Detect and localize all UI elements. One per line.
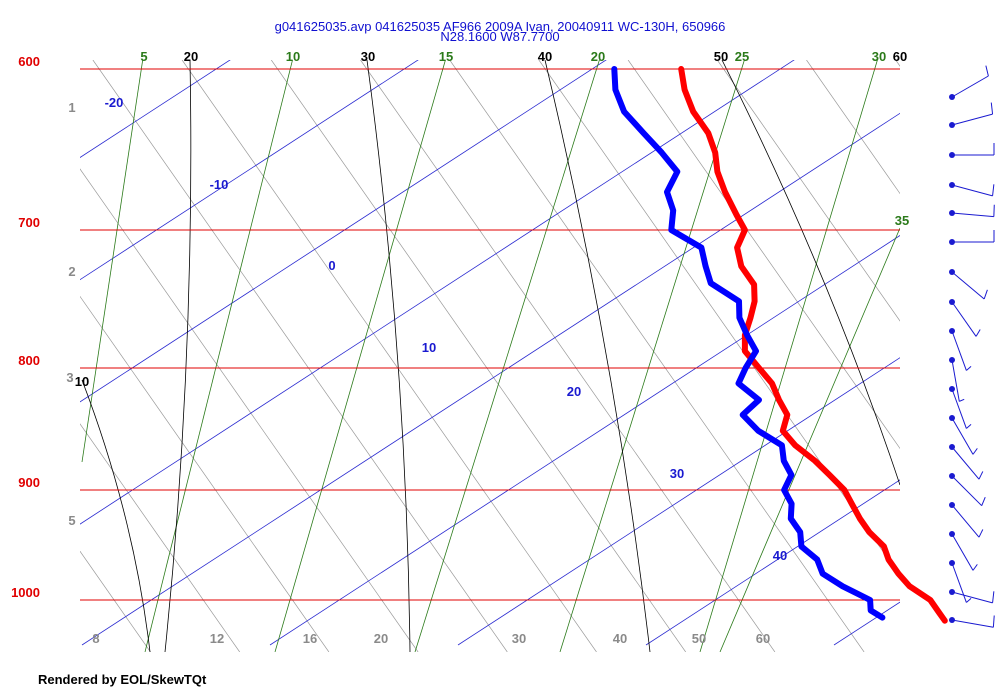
top-temp-label-3: 50 [714, 49, 728, 64]
wind-barb-icon [949, 65, 989, 100]
side-temp-label-0: 10 [75, 374, 89, 389]
bottom-temp-label-1: 12 [210, 631, 224, 646]
mixing-ratio-label-0: 5 [140, 49, 147, 64]
wind-barb-icon [949, 560, 972, 603]
wind-barb-icon [949, 102, 994, 128]
top-temp-label-4: 60 [893, 49, 907, 64]
wind-barbs [949, 65, 995, 628]
mixing-ratio-label-5: 30 [872, 49, 886, 64]
altitude-label-0: 1 [68, 100, 75, 115]
mixing-ratio-label-2: 15 [439, 49, 453, 64]
isobar-lines [80, 68, 900, 601]
altitude-label-1: 2 [68, 264, 75, 279]
wind-barb-icon [949, 531, 978, 571]
wind-barb-icon [949, 143, 995, 158]
isotherm-label-5: 30 [670, 466, 684, 481]
pressure-label-1000: 1000 [11, 585, 40, 600]
sounding-trace-1 [611, 66, 886, 621]
background-grid [80, 60, 900, 652]
wind-barb-icon [949, 615, 995, 628]
wind-barb-icon [949, 444, 984, 480]
wind-barb-icon [949, 357, 965, 402]
sounding-trace-0 [678, 66, 948, 624]
isotherm-label-2: 0 [328, 258, 335, 273]
altitude-label-3: 5 [68, 513, 75, 528]
wind-barb-icon [949, 299, 981, 337]
bottom-temp-label-6: 50 [692, 631, 706, 646]
bottom-temp-label-2: 16 [303, 631, 317, 646]
top-temp-label-0: 20 [184, 49, 198, 64]
isotherm-label-4: 20 [567, 384, 581, 399]
isotherm-label-3: 10 [422, 340, 436, 355]
wind-barb-icon [949, 230, 995, 245]
mixing-ratio-label-6: 35 [895, 213, 909, 228]
sounding-traces [611, 66, 948, 624]
isotherm-label-0: -20 [105, 95, 124, 110]
mixing-ratio-label-1: 10 [286, 49, 300, 64]
credit-text: Rendered by EOL/SkewTQt [38, 672, 207, 687]
pressure-label-900: 900 [18, 475, 40, 490]
wind-barb-icon [949, 502, 984, 538]
bottom-temp-label-4: 30 [512, 631, 526, 646]
wind-barb-icon [949, 182, 995, 197]
mixing-ratio-label-3: 20 [591, 49, 605, 64]
wind-barb-icon [949, 415, 978, 455]
bottom-temp-label-7: 60 [756, 631, 770, 646]
top-temp-label-2: 40 [538, 49, 552, 64]
chart-title: g041625035.avp 041625035 AF966 2009A Iva… [275, 19, 726, 34]
wind-barb-icon [949, 473, 986, 507]
mixing-ratio-label-4: 25 [735, 49, 749, 64]
top-temp-label-1: 30 [361, 49, 375, 64]
wind-barb-icon [949, 269, 988, 300]
wind-barb-icon [949, 386, 972, 429]
altitude-label-2: 3 [66, 370, 73, 385]
pressure-label-800: 800 [18, 353, 40, 368]
wind-barb-icon [949, 328, 972, 371]
bottom-temp-label-0: 8 [92, 631, 99, 646]
pressure-label-700: 700 [18, 215, 40, 230]
bottom-temp-label-3: 20 [374, 631, 388, 646]
wind-barb-icon [949, 589, 995, 604]
isotherm-label-6: 40 [773, 548, 787, 563]
bottom-temp-label-5: 40 [613, 631, 627, 646]
wind-barb-icon [949, 204, 995, 218]
isotherm-label-1: -10 [210, 177, 229, 192]
chart-subtitle: N28.1600 W87.7700 [440, 29, 559, 44]
pressure-label-600: 600 [18, 54, 40, 69]
